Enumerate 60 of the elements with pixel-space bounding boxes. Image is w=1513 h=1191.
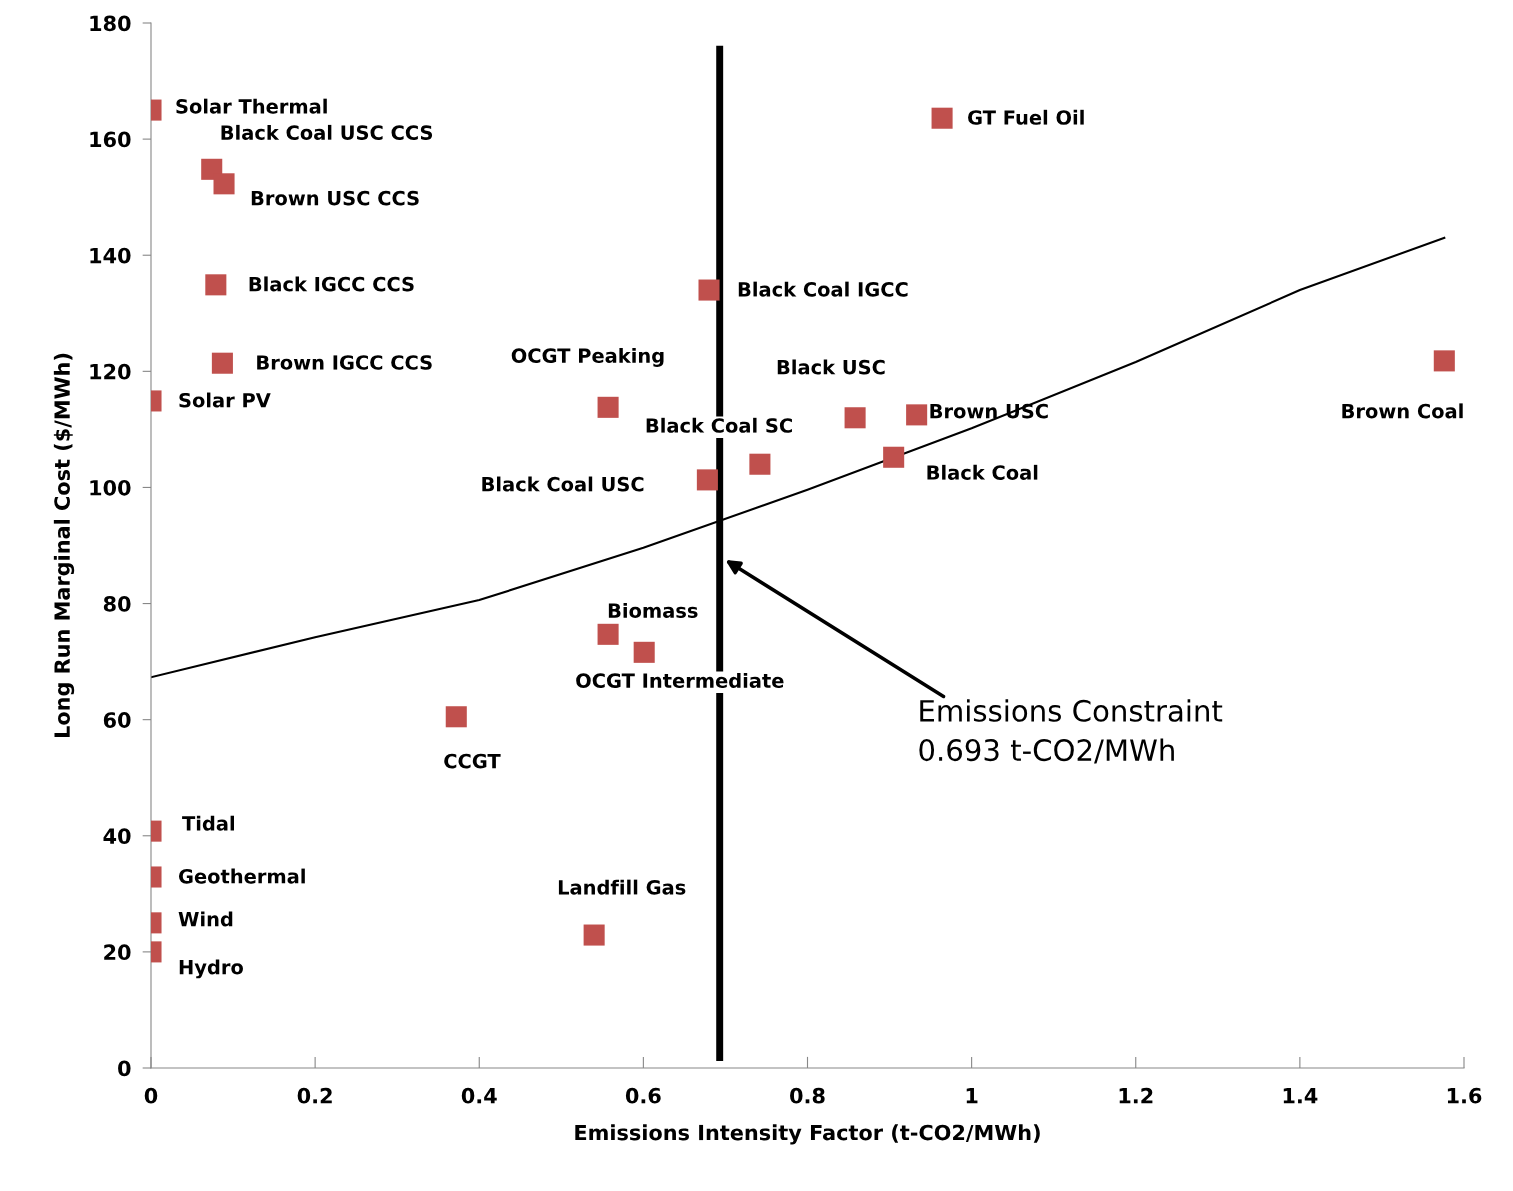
point <box>749 453 771 475</box>
point <box>445 706 467 728</box>
point <box>883 446 905 468</box>
y-tick-label: 60 <box>103 712 131 728</box>
point <box>597 396 619 418</box>
y-tick-label: 180 <box>90 15 131 32</box>
x-tick-label: 0.8 <box>790 1087 825 1104</box>
point <box>696 469 718 491</box>
annotation: Black IGCC CCS <box>249 276 414 292</box>
point <box>1433 350 1455 372</box>
x-tick-label: 1.6 <box>1447 1087 1482 1104</box>
y-tick-label: 140 <box>90 247 131 264</box>
y-tick-label: 100 <box>90 479 131 496</box>
point <box>213 173 235 195</box>
annotation: Brown Coal <box>1342 403 1463 419</box>
annotation: Tidal <box>182 815 234 831</box>
x-tick-label: 0.2 <box>297 1087 332 1104</box>
annotation: Brown USC CCS <box>251 190 419 206</box>
annotation: Solar Thermal <box>176 98 327 114</box>
annotation: Wind <box>178 911 233 927</box>
y-tick-label: 80 <box>103 596 131 612</box>
x-tick-label: 0.6 <box>625 1087 661 1104</box>
x-tick-label: 1.4 <box>1283 1088 1318 1104</box>
annotation: Black Coal IGCC <box>738 281 908 297</box>
x-axis-title: Emissions Intensity Factor (t-CO2/MWh) <box>575 1124 1040 1145</box>
annotation: GT Fuel Oil <box>968 109 1084 125</box>
y-tick-label: 160 <box>90 131 131 148</box>
x-tick-label: 1.2 <box>1119 1087 1153 1104</box>
annotation: Brown IGCC CCS <box>257 355 432 370</box>
point <box>205 274 227 296</box>
annotation: OCGT Intermediate <box>576 672 784 688</box>
annotation: Black Coal USC CCS <box>221 124 433 140</box>
annotation: Emissions Constraint 0.693 t-CO2/MWh <box>919 699 1223 764</box>
annotation: Geothermal <box>178 868 305 884</box>
x-tick-label: 0.4 <box>461 1087 497 1104</box>
point <box>597 623 619 645</box>
x-tick-label: 1 <box>966 1088 978 1104</box>
point <box>931 107 953 129</box>
y-tick-label: 40 <box>103 828 131 844</box>
annotation: Solar PV <box>179 392 271 408</box>
annotation: Black Coal USC <box>482 476 644 492</box>
annotation: Hydro <box>179 959 243 979</box>
point <box>906 404 928 426</box>
annotation: Black USC <box>777 359 885 375</box>
point <box>844 407 866 429</box>
annotation: Biomass <box>608 602 698 618</box>
x-tick-label: 0 <box>144 1087 158 1104</box>
y-tick-label: 0 <box>118 1060 131 1077</box>
y-tick-label: 120 <box>90 363 131 380</box>
annotation: Black Coal SC <box>646 417 792 433</box>
annotation: CCGT <box>444 753 501 769</box>
annotation: Black Coal <box>927 464 1038 480</box>
point <box>583 924 605 946</box>
point <box>633 641 655 663</box>
point <box>698 279 720 301</box>
annotation: OCGT Peaking <box>511 347 664 367</box>
y-axis-title: Long Run Marginal Cost ($/MWh) <box>53 353 75 738</box>
annotation: Landfill Gas <box>558 879 686 895</box>
y-tick-label: 20 <box>104 944 131 961</box>
point <box>211 352 233 374</box>
